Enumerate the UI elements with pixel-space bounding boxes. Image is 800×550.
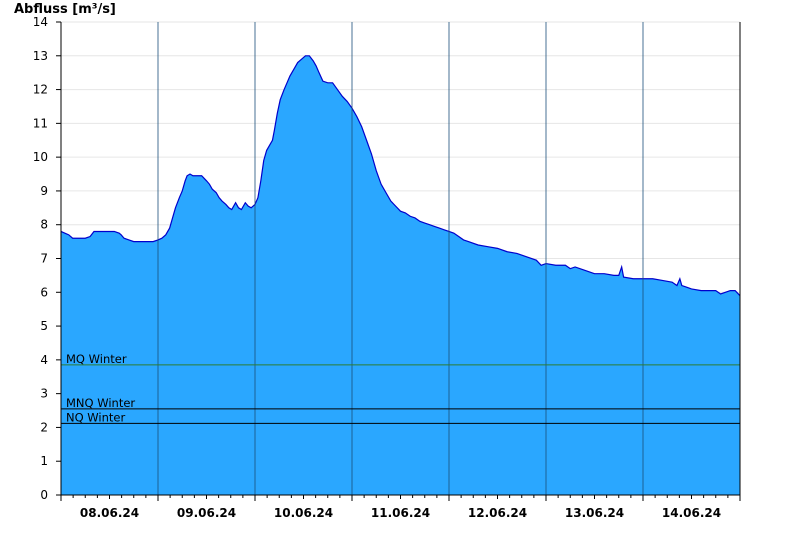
x-tick-label: 14.06.24 bbox=[662, 506, 721, 520]
reference-label: NQ Winter bbox=[66, 410, 125, 424]
x-tick-label: 11.06.24 bbox=[371, 506, 430, 520]
y-tick-label: 13 bbox=[33, 49, 48, 63]
y-tick-label: 5 bbox=[40, 319, 48, 333]
y-tick-label: 7 bbox=[40, 252, 48, 266]
plot-area bbox=[60, 22, 741, 495]
reference-label: MQ Winter bbox=[66, 352, 127, 366]
y-tick-label: 4 bbox=[40, 353, 48, 367]
y-tick-label: 1 bbox=[40, 454, 48, 468]
y-tick-label: 8 bbox=[40, 218, 48, 232]
y-tick-label: 0 bbox=[40, 488, 48, 502]
y-tick-label: 12 bbox=[33, 83, 48, 97]
y-tick-label: 6 bbox=[40, 285, 48, 299]
y-tick-label: 11 bbox=[33, 116, 48, 130]
area-fill bbox=[61, 55, 740, 495]
x-tick-label: 10.06.24 bbox=[274, 506, 333, 520]
x-tick-label: 12.06.24 bbox=[468, 506, 527, 520]
series-line bbox=[60, 55, 741, 297]
y-tick-label: 14 bbox=[33, 15, 48, 29]
x-tick-label: 08.06.24 bbox=[80, 506, 139, 520]
x-tick-label: 09.06.24 bbox=[177, 506, 236, 520]
y-tick-label: 2 bbox=[40, 420, 48, 434]
y-tick-label: 9 bbox=[40, 184, 48, 198]
y-tick-label: 3 bbox=[40, 387, 48, 401]
x-tick-label: 13.06.24 bbox=[565, 506, 624, 520]
y-tick-label: 10 bbox=[33, 150, 48, 164]
y-axis-label: Abfluss [m³/s] bbox=[14, 2, 116, 17]
reference-label: MNQ Winter bbox=[66, 396, 135, 410]
